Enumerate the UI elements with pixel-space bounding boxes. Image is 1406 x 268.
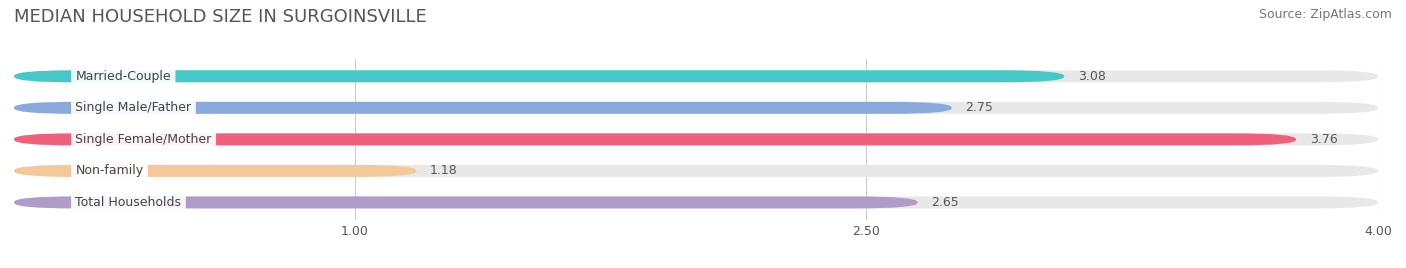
Text: 1.18: 1.18: [430, 164, 458, 177]
FancyBboxPatch shape: [14, 196, 918, 209]
FancyBboxPatch shape: [14, 70, 1378, 82]
FancyBboxPatch shape: [14, 196, 1378, 209]
Text: Single Male/Father: Single Male/Father: [76, 101, 191, 114]
Text: Single Female/Mother: Single Female/Mother: [76, 133, 212, 146]
Text: 2.65: 2.65: [931, 196, 959, 209]
FancyBboxPatch shape: [14, 102, 1378, 114]
Text: Married-Couple: Married-Couple: [76, 70, 172, 83]
FancyBboxPatch shape: [14, 133, 1378, 145]
Text: Non-family: Non-family: [76, 164, 143, 177]
Text: 2.75: 2.75: [966, 101, 993, 114]
FancyBboxPatch shape: [14, 70, 1064, 82]
Text: 3.08: 3.08: [1078, 70, 1105, 83]
Text: 3.76: 3.76: [1309, 133, 1337, 146]
Text: Source: ZipAtlas.com: Source: ZipAtlas.com: [1258, 8, 1392, 21]
FancyBboxPatch shape: [14, 165, 416, 177]
FancyBboxPatch shape: [14, 165, 1378, 177]
Text: Total Households: Total Households: [76, 196, 181, 209]
Text: MEDIAN HOUSEHOLD SIZE IN SURGOINSVILLE: MEDIAN HOUSEHOLD SIZE IN SURGOINSVILLE: [14, 8, 427, 26]
FancyBboxPatch shape: [14, 133, 1296, 145]
FancyBboxPatch shape: [14, 102, 952, 114]
